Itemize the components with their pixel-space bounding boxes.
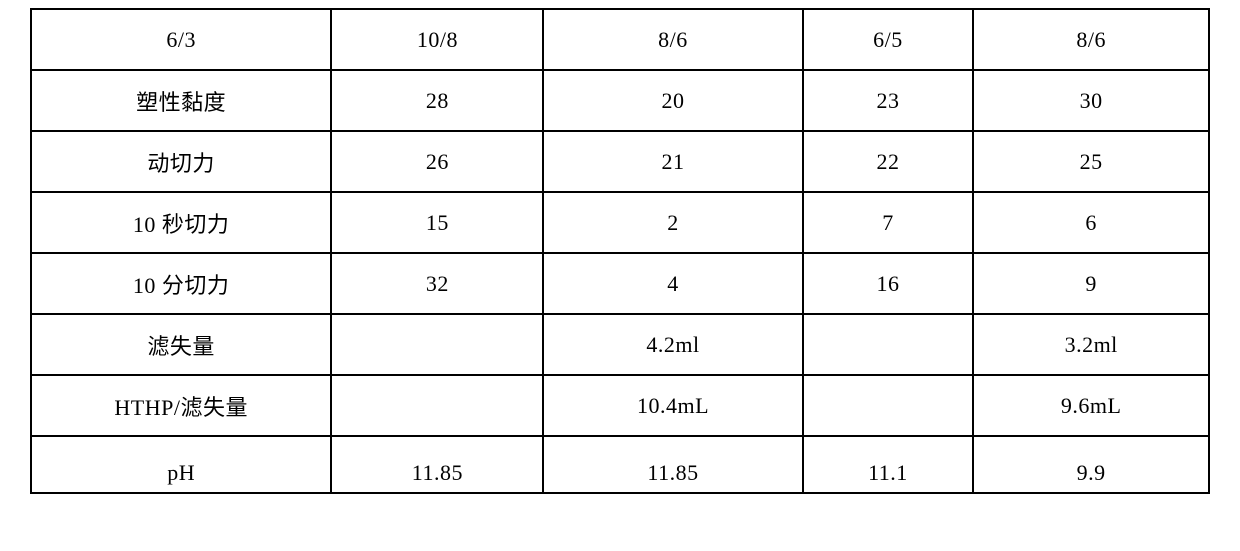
table-cell: 3.2ml	[973, 314, 1209, 375]
table-row: 10 分切力 32 4 16 9	[31, 253, 1209, 314]
table-cell: 10.4mL	[543, 375, 802, 436]
table-row: 10 秒切力 15 2 7 6	[31, 192, 1209, 253]
row-label: 塑性黏度	[31, 70, 331, 131]
table-cell: 28	[331, 70, 543, 131]
table-cell: 11.1	[803, 436, 974, 493]
table-cell: 9.9	[973, 436, 1209, 493]
table-cell: 7	[803, 192, 974, 253]
table-cell: 25	[973, 131, 1209, 192]
table-cell: 9	[973, 253, 1209, 314]
table-row: 6/3 10/8 8/6 6/5 8/6	[31, 9, 1209, 70]
table-cell: 20	[543, 70, 802, 131]
table-cell: 6	[973, 192, 1209, 253]
data-table: 6/3 10/8 8/6 6/5 8/6 塑性黏度 28 20 23 30 动切…	[30, 8, 1210, 494]
table-cell: 11.85	[331, 436, 543, 493]
row-label: 6/3	[31, 9, 331, 70]
row-label: 10 秒切力	[31, 192, 331, 253]
row-label: HTHP/滤失量	[31, 375, 331, 436]
table-cell	[803, 375, 974, 436]
table-cell: 9.6mL	[973, 375, 1209, 436]
table-row: 滤失量 4.2ml 3.2ml	[31, 314, 1209, 375]
table-cell: 8/6	[543, 9, 802, 70]
table-cell: 30	[973, 70, 1209, 131]
table-cell: 22	[803, 131, 974, 192]
table-cell: 8/6	[973, 9, 1209, 70]
table-container: { "table": { "type": "table", "backgroun…	[0, 0, 1240, 504]
table-cell: 23	[803, 70, 974, 131]
row-label: 滤失量	[31, 314, 331, 375]
row-label: 10 分切力	[31, 253, 331, 314]
table-row: 塑性黏度 28 20 23 30	[31, 70, 1209, 131]
table-cell: 6/5	[803, 9, 974, 70]
row-label: 动切力	[31, 131, 331, 192]
table-cell	[331, 314, 543, 375]
table-cell: 10/8	[331, 9, 543, 70]
table-cell: 32	[331, 253, 543, 314]
row-label: pH	[31, 436, 331, 493]
table-cell: 11.85	[543, 436, 802, 493]
table-cell: 21	[543, 131, 802, 192]
table-body: 6/3 10/8 8/6 6/5 8/6 塑性黏度 28 20 23 30 动切…	[31, 9, 1209, 493]
table-row: HTHP/滤失量 10.4mL 9.6mL	[31, 375, 1209, 436]
table-cell: 4	[543, 253, 802, 314]
table-row: 动切力 26 21 22 25	[31, 131, 1209, 192]
table-cell: 2	[543, 192, 802, 253]
table-cell: 4.2ml	[543, 314, 802, 375]
table-cell	[331, 375, 543, 436]
table-row: pH 11.85 11.85 11.1 9.9	[31, 436, 1209, 493]
table-cell: 26	[331, 131, 543, 192]
table-cell: 16	[803, 253, 974, 314]
table-cell: 15	[331, 192, 543, 253]
table-cell	[803, 314, 974, 375]
